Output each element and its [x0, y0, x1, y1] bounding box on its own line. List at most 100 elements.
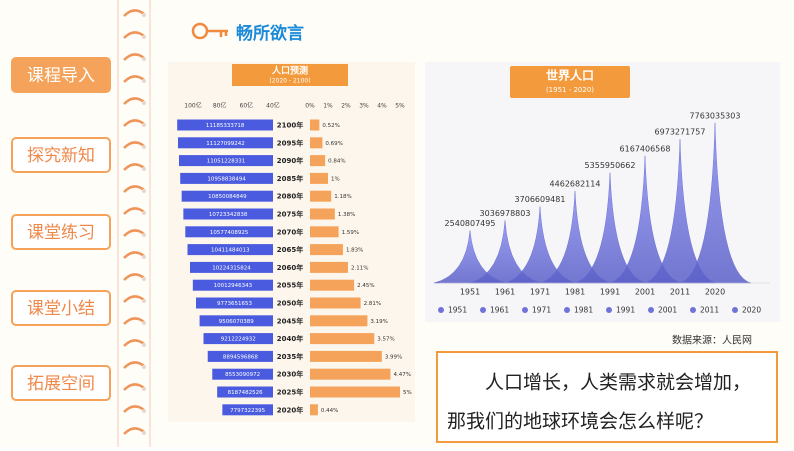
x-tick-label: 2% — [341, 103, 351, 110]
legend-label: 2001 — [658, 306, 677, 315]
ring-hole — [142, 255, 146, 259]
bar-label: 10012946343 — [214, 283, 253, 289]
nav-label[interactable]: 拓展空间 — [27, 374, 95, 394]
nav-button[interactable] — [11, 290, 111, 326]
ring — [123, 427, 145, 435]
nav-button[interactable] — [11, 137, 111, 173]
bar-label: 3.99% — [385, 354, 402, 360]
bar — [310, 244, 343, 256]
legend-label: 2011 — [700, 306, 719, 315]
bar — [190, 261, 273, 273]
bar — [177, 137, 273, 149]
x-tick-label: 40亿 — [266, 102, 280, 110]
bar-label: 10723342838 — [209, 212, 248, 218]
bar — [310, 386, 400, 398]
nav-button[interactable] — [11, 365, 111, 401]
legend-marker — [564, 307, 570, 313]
bar-label: 0.44% — [321, 408, 338, 414]
bar-label: 10411484013 — [211, 248, 250, 254]
category-label: 2040年 — [277, 334, 303, 343]
legend-marker — [522, 307, 528, 313]
bar-label: 3.19% — [370, 319, 387, 325]
bar — [310, 279, 355, 291]
category-label: 2090年 — [277, 156, 303, 165]
ring-hole — [142, 13, 146, 17]
bar — [207, 350, 273, 362]
ring — [123, 361, 145, 369]
bar — [310, 261, 348, 273]
category-label: 2025年 — [277, 388, 303, 397]
nav-label[interactable]: 探究新知 — [27, 146, 95, 166]
ring-hole — [142, 57, 146, 61]
ring — [123, 119, 145, 127]
ring-hole — [142, 189, 146, 193]
ring-hole — [142, 167, 146, 171]
ring — [123, 251, 145, 259]
bar-label: 1.38% — [338, 212, 355, 218]
bar-label: 11185333718 — [206, 123, 245, 129]
x-tick-label: 100亿 — [184, 102, 201, 110]
category-label: 2055年 — [277, 281, 303, 290]
chart-title-box — [232, 64, 348, 86]
ring-hole — [142, 211, 146, 215]
bar-label: 11127099242 — [206, 141, 245, 147]
nav-button[interactable] — [11, 57, 111, 93]
x-tick-label: 1981 — [565, 288, 585, 297]
bar-label: 9506070389 — [219, 319, 254, 325]
legend-marker — [648, 307, 654, 313]
bar — [177, 119, 273, 131]
ring-hole — [142, 123, 146, 127]
bar — [178, 155, 273, 167]
category-label: 2065年 — [277, 245, 303, 254]
ring — [123, 207, 145, 215]
spike — [678, 122, 752, 284]
bar — [183, 208, 273, 220]
bar-label: 10577408925 — [210, 230, 249, 236]
legend-marker — [606, 307, 612, 313]
category-label: 2085年 — [277, 174, 303, 183]
source: 数据来源：人民网 — [672, 334, 752, 347]
bar — [192, 279, 273, 291]
data-label: 2540807495 — [445, 219, 496, 228]
ring — [123, 163, 145, 171]
bar-label: 0.84% — [328, 159, 345, 165]
chart-panel — [168, 62, 415, 422]
bar — [310, 368, 391, 380]
category-label: 2020年 — [277, 405, 303, 414]
nav-label[interactable]: 课堂小结 — [27, 299, 95, 319]
bar — [310, 172, 328, 184]
chart-subtitle: (1951 - 2020) — [546, 86, 594, 94]
ring-hole — [142, 35, 146, 39]
category-label: 2075年 — [277, 210, 303, 219]
bar-label: 8894596868 — [223, 354, 258, 360]
x-tick-label: 1961 — [495, 288, 515, 297]
legend-label: 1961 — [490, 306, 509, 315]
bar-label: 2.11% — [351, 265, 368, 271]
ring — [123, 405, 145, 413]
nav-label[interactable]: 课程导入 — [27, 66, 95, 86]
legend-label: 1981 — [574, 306, 593, 315]
ring — [123, 339, 145, 347]
x-tick-label: 3% — [359, 103, 369, 110]
bar-label: 10850084849 — [208, 194, 247, 200]
bar-label: 2.45% — [357, 283, 374, 289]
x-tick-label: 0% — [305, 103, 315, 110]
category-label: 2030年 — [277, 370, 303, 379]
x-tick-label: 2020 — [705, 288, 725, 297]
ring-hole — [142, 387, 146, 391]
bar — [196, 297, 273, 309]
ring-hole — [142, 277, 146, 281]
bar — [310, 208, 335, 220]
ring — [123, 185, 145, 193]
category-label: 2095年 — [277, 138, 303, 147]
bar-label: 8187482526 — [228, 390, 263, 396]
bar — [310, 333, 375, 345]
bar — [310, 226, 339, 238]
ring — [123, 9, 145, 17]
nav-label[interactable]: 课堂练习 — [27, 223, 95, 243]
bar-label: 9773651653 — [217, 301, 252, 307]
bar — [310, 155, 326, 167]
nav-button[interactable] — [11, 214, 111, 250]
key-icon — [191, 22, 228, 40]
